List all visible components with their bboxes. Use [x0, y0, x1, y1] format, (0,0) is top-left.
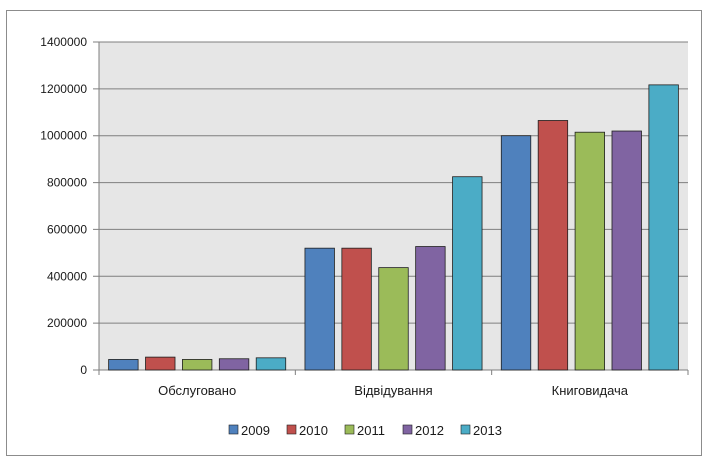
y-tick-label: 800000: [47, 176, 87, 190]
bar-2010-2: [537, 120, 569, 371]
legend-swatch-2011: [344, 424, 355, 435]
legend-swatch-2013: [460, 424, 471, 435]
legend-swatch-2009: [228, 424, 239, 435]
bar-2013-0: [255, 357, 287, 371]
bar-2011-2: [574, 131, 605, 371]
bar-2013-1: [452, 176, 483, 371]
bar-2012-2: [611, 130, 642, 371]
legend-swatch-2012: [402, 424, 413, 435]
bar-2009-2: [500, 135, 532, 371]
bar-2013-2: [648, 84, 679, 371]
bar-2010-1: [341, 247, 372, 371]
x-category-label: Обслуговано: [158, 383, 236, 398]
x-category-label: Книговидача: [552, 383, 629, 398]
legend-label-2011: 2011: [357, 423, 385, 438]
y-tick-label: 0: [80, 363, 87, 377]
bar-2009-1: [304, 247, 335, 371]
y-tick-label: 200000: [47, 316, 87, 330]
bar-2012-1: [415, 246, 446, 371]
bar-2012-0: [218, 358, 250, 371]
y-tick-label: 600000: [47, 222, 87, 236]
bar-2009-0: [108, 359, 139, 371]
legend-label-2009: 2009: [241, 423, 270, 438]
x-category-label: Відвідування: [354, 383, 432, 398]
y-tick-label: 400000: [47, 269, 87, 283]
legend-label-2013: 2013: [473, 423, 502, 438]
legend-swatch-2010: [286, 424, 297, 435]
legend-label-2012: 2012: [415, 423, 444, 438]
y-tick-label: 1400000: [40, 35, 87, 49]
bar-2010-0: [145, 356, 176, 371]
bar-2011-1: [378, 267, 409, 371]
y-tick-label: 1200000: [40, 82, 87, 96]
bar-2011-0: [182, 359, 213, 371]
legend-label-2010: 2010: [299, 423, 328, 438]
y-tick-label: 1000000: [40, 129, 87, 143]
